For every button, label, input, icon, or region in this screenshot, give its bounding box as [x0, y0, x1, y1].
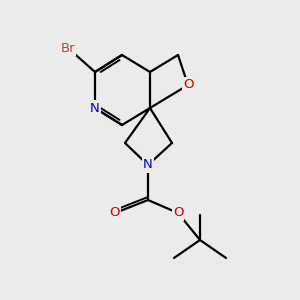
Text: O: O	[110, 206, 120, 220]
Text: O: O	[173, 206, 183, 220]
Text: Br: Br	[61, 41, 75, 55]
Text: N: N	[90, 101, 100, 115]
Text: N: N	[143, 158, 153, 172]
Text: O: O	[183, 79, 193, 92]
